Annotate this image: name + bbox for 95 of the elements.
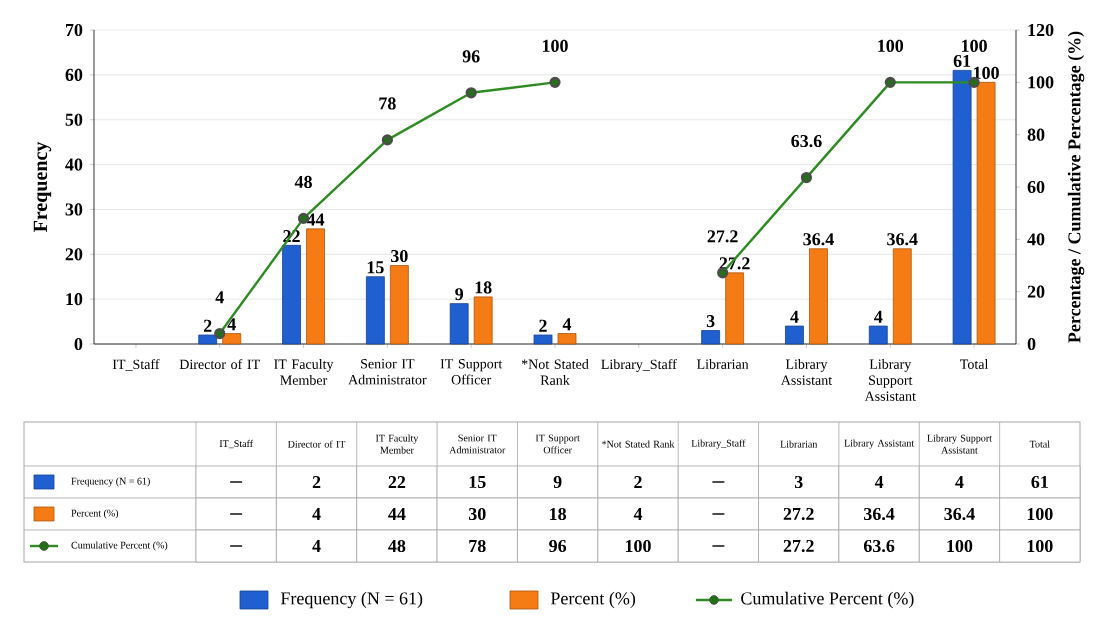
data-label: 9 [553, 475, 562, 489]
data-label: 4 [227, 318, 236, 331]
data-label: 100 [1027, 507, 1053, 521]
data-label: 63.6 [791, 135, 822, 148]
data-label: 27.2 [783, 507, 814, 521]
data-label: 61 [1031, 475, 1048, 489]
bar [785, 325, 804, 345]
data-label: 100 [974, 66, 999, 79]
data-label: 4 [562, 318, 572, 331]
legend-label: Percent (%) [550, 591, 636, 609]
data-label: 78 [469, 539, 486, 553]
bar [198, 334, 218, 345]
data-label: 27.2 [783, 539, 814, 553]
point [214, 327, 226, 340]
data-label: 2 [634, 476, 642, 488]
data-label: 4 [312, 508, 321, 520]
data-label: 36.4 [944, 507, 975, 521]
data-label: 100 [947, 539, 973, 553]
data-label: 100 [625, 539, 651, 553]
data-label: 100 [878, 39, 904, 52]
point [884, 76, 896, 88]
data-label: 3 [794, 475, 803, 489]
bar [725, 272, 745, 345]
data-label: 2 [203, 319, 212, 332]
y-tick-label: 50 [65, 113, 83, 126]
bar [701, 330, 721, 345]
data-label: 30 [468, 507, 486, 521]
data-label: 4 [790, 310, 799, 323]
data-label: 48 [388, 539, 406, 553]
data-label: 4 [874, 310, 883, 323]
data-label: 18 [550, 507, 567, 521]
data-label: 96 [549, 539, 567, 553]
data-label: 4 [215, 291, 224, 304]
point [465, 87, 477, 99]
y2-tick-label: 120 [1028, 23, 1054, 37]
bar [473, 296, 493, 345]
data-label: 36.4 [887, 233, 918, 246]
y-tick-label: 30 [65, 203, 83, 216]
data-label: 96 [462, 50, 480, 63]
data-label: 100 [542, 39, 568, 52]
bar [952, 69, 972, 345]
data-label: 27.2 [707, 230, 738, 243]
data-label: 9 [455, 288, 464, 301]
data-label: 36.4 [803, 233, 834, 246]
data-label: 15 [469, 475, 486, 489]
data-label: 48 [294, 175, 312, 189]
data-label: 3 [706, 315, 715, 328]
data-label: 100 [1027, 539, 1053, 553]
data-label: 63.6 [863, 539, 895, 553]
bar [976, 81, 996, 345]
bar [282, 244, 301, 345]
legend-label: Frequency (N = 61) [280, 591, 423, 609]
point [800, 171, 813, 184]
data-label: 61 [953, 54, 971, 67]
data-label: 18 [475, 281, 492, 294]
bar [533, 334, 553, 345]
data-label: 4 [633, 508, 643, 520]
data-label: 4 [312, 540, 321, 552]
y2-tick-label: 20 [1027, 285, 1045, 298]
point [549, 76, 561, 88]
y-tick-label: 60 [65, 68, 83, 81]
data-label: 100 [962, 39, 987, 52]
data-label: 4 [874, 476, 884, 488]
data-label: 30 [391, 249, 408, 263]
data-label: 78 [379, 97, 396, 110]
y-tick-label: 20 [65, 248, 83, 261]
data-label: 4 [955, 476, 964, 488]
y-axis-title: Frequency [33, 141, 52, 233]
data-label: 22 [388, 476, 406, 488]
bar [557, 333, 577, 345]
y-tick-label: 70 [65, 23, 83, 37]
y-tick-label: 10 [66, 293, 83, 306]
bar [449, 303, 469, 345]
bar [868, 325, 888, 345]
bar [365, 276, 385, 345]
bar [389, 265, 409, 345]
data-label: 36.4 [864, 507, 895, 521]
y2-tick-label: 80 [1027, 128, 1045, 141]
point [381, 134, 393, 146]
y-tick-label: 40 [65, 158, 83, 171]
data-label: 2 [539, 319, 547, 332]
data-label: 44 [388, 508, 406, 520]
y2-tick-label: 100 [1028, 76, 1054, 89]
data-label: 15 [367, 261, 384, 274]
y2-axis-title: Percentage / Cumulative Percentage (%) [1067, 31, 1085, 343]
y-tick-label: 0 [74, 337, 83, 351]
y2-tick-label: 60 [1027, 180, 1045, 194]
bar [809, 248, 828, 345]
y2-tick-label: 0 [1027, 337, 1036, 351]
data-label: 2 [312, 476, 321, 488]
y2-tick-label: 40 [1027, 233, 1045, 246]
bar [222, 333, 242, 345]
bar [306, 228, 325, 345]
bar [892, 248, 912, 345]
legend-label: Cumulative Percent (%) [741, 591, 914, 609]
